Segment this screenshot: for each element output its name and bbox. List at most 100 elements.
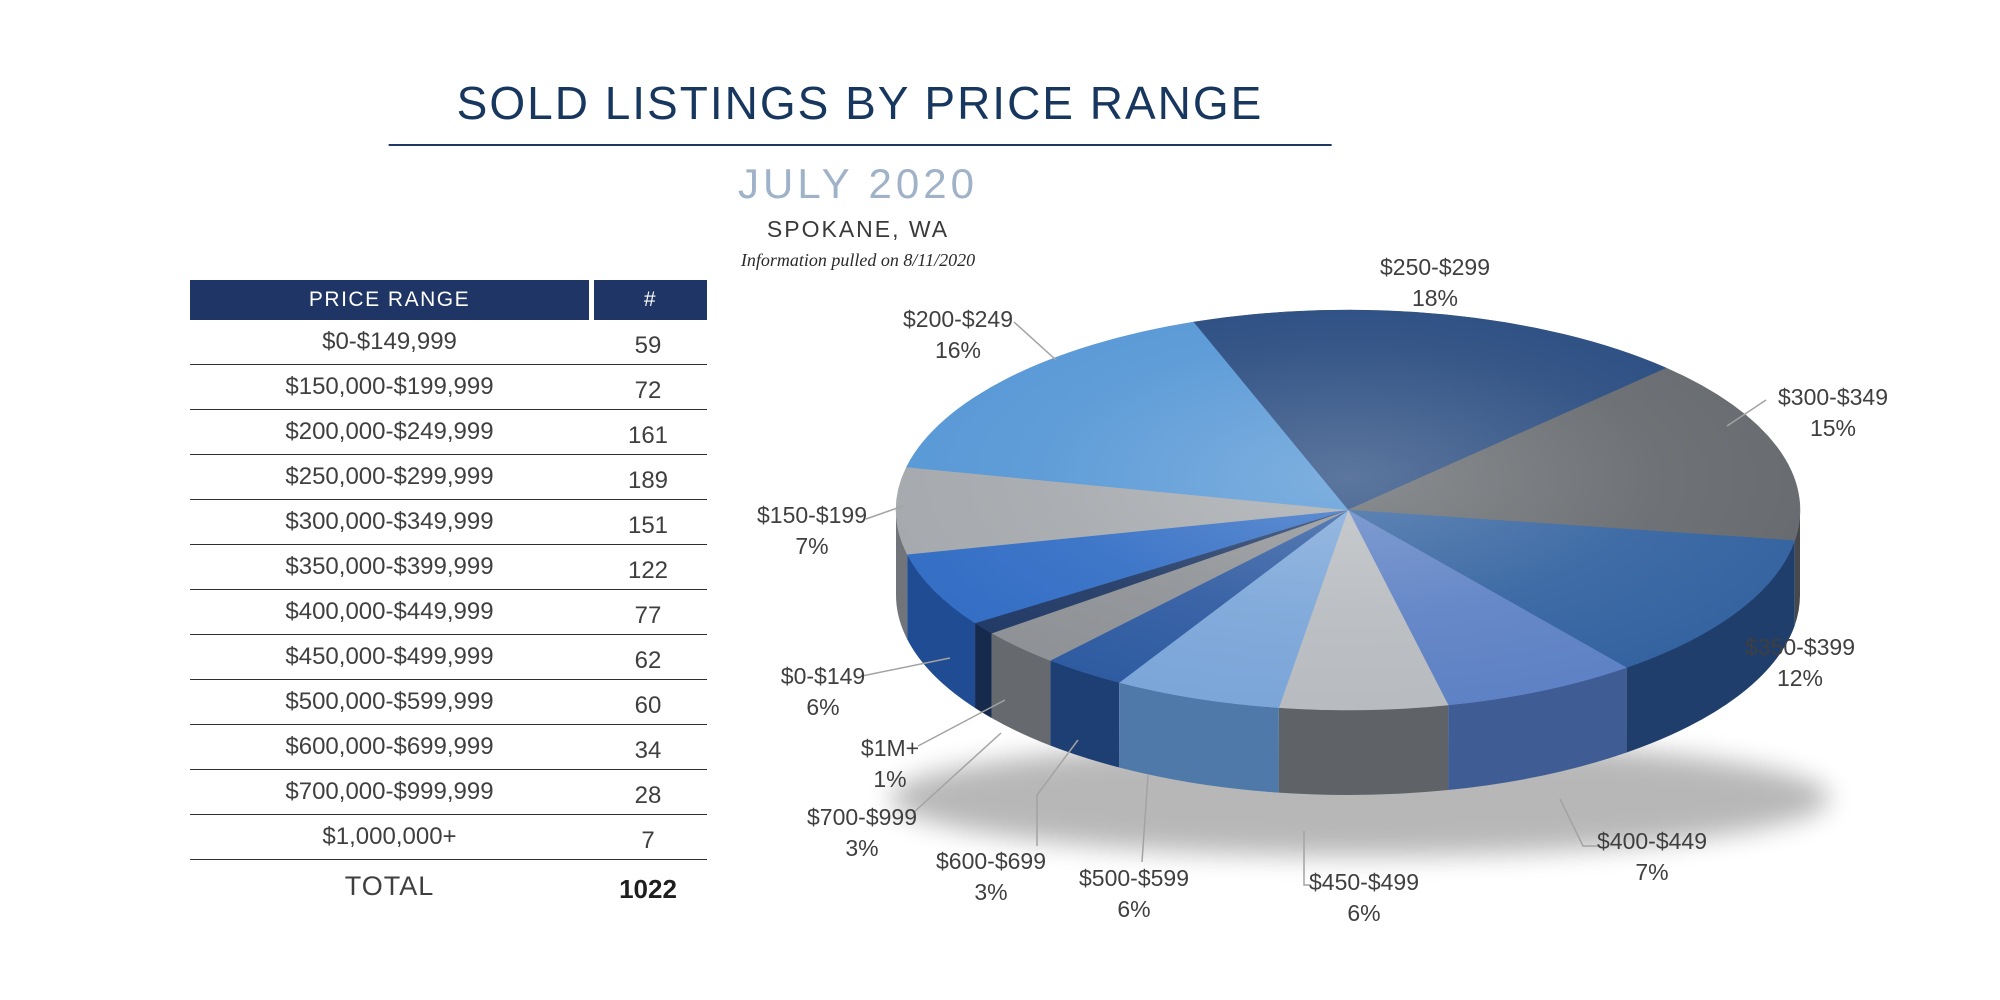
pie-leader-line-6	[1036, 739, 1079, 846]
price-range-cell: $150,000-$199,999	[285, 373, 494, 400]
table-row: $1,000,000+ 7	[190, 815, 707, 860]
pie-label-11: $200-$249 16%	[903, 304, 1013, 366]
pie-label-percent: 7%	[1635, 859, 1669, 885]
pie-label-3: $400-$449 7%	[1597, 826, 1707, 888]
pie-leader-line-8	[917, 699, 1006, 747]
pie-label-range: $300-$349	[1778, 384, 1888, 410]
table-body: $0-$149,999 59 $150,000-$199,999 72 $200,000…	[190, 320, 707, 860]
pie-label-percent: 6%	[1117, 896, 1151, 922]
pie-leader-line-1	[1726, 399, 1767, 427]
price-range-cell: $400,000-$449,999	[285, 598, 494, 625]
count-cell: 60	[634, 692, 662, 719]
data-pull-note: Information pulled on 8/11/2020	[740, 250, 976, 270]
count-cell: 28	[634, 782, 662, 809]
total-value: 1022	[619, 873, 677, 904]
pie-leader-line-7	[912, 732, 1002, 814]
count-cell: 77	[634, 602, 662, 629]
pie-slice-side-4	[1278, 705, 1449, 796]
pie-leader-line-9	[861, 657, 951, 677]
count-cell: 151	[627, 512, 669, 539]
pie-label-range: $400-$449	[1597, 828, 1707, 854]
price-range-cell: $0-$149,999	[322, 328, 457, 355]
table-row: $250,000-$299,999 189	[190, 455, 707, 500]
table-header-price-range: PRICE RANGE	[190, 280, 589, 320]
count-cell: 189	[627, 467, 669, 494]
price-range-cell: $500,000-$599,999	[285, 688, 494, 715]
pie-label-percent: 3%	[845, 835, 879, 861]
pie-slice-side-8	[975, 622, 992, 719]
pie-label-range: $250-$299	[1380, 254, 1490, 280]
count-cell: 59	[634, 332, 662, 359]
pie-label-percent: 12%	[1776, 665, 1824, 691]
price-range-cell: $200,000-$249,999	[285, 418, 494, 445]
count-cell: 7	[641, 827, 655, 854]
pie-label-percent: 6%	[1347, 900, 1381, 926]
price-range-cell: $250,000-$299,999	[285, 463, 494, 490]
price-range-table: PRICE RANGE # $0-$149,999 59 $150,000-$199…	[190, 280, 707, 912]
pie-label-percent: 6%	[806, 694, 840, 720]
count-cell: 34	[634, 737, 662, 764]
pie-label-4: $450-$499 6%	[1309, 867, 1419, 929]
price-range-cell: $600,000-$699,999	[285, 733, 494, 760]
pie-shadow	[890, 740, 1830, 856]
total-label: TOTAL	[344, 870, 435, 901]
pie-label-9: $0-$149 6%	[781, 661, 865, 723]
pie-label-0: $250-$299 18%	[1380, 252, 1490, 314]
table-row: $700,000-$999,999 28	[190, 770, 707, 815]
table-header-divider	[589, 280, 594, 320]
table-row: $500,000-$599,999 60	[190, 680, 707, 725]
pie-label-range: $0-$149	[780, 663, 866, 689]
pie-label-range: $500-$599	[1079, 865, 1189, 891]
table-row: $200,000-$249,999 161	[190, 410, 707, 455]
pie-leader-line-5	[1141, 774, 1149, 863]
count-cell: 161	[627, 422, 669, 449]
price-range-cell: $350,000-$399,999	[285, 553, 494, 580]
table-header-count: #	[594, 280, 707, 320]
pie-label-5: $500-$599 6%	[1079, 863, 1189, 925]
pie-label-range: $1M+	[860, 735, 920, 761]
table-row: $150,000-$199,999 72	[190, 365, 707, 410]
table-total-row: TOTAL 1022	[190, 860, 707, 912]
pie-slice-side-5	[1119, 682, 1279, 793]
pie-label-percent: 3%	[974, 879, 1008, 905]
count-cell: 72	[634, 377, 662, 404]
count-cell: 62	[634, 647, 662, 674]
table-row: $350,000-$399,999 122	[190, 545, 707, 590]
pie-label-percent: 1%	[873, 766, 907, 792]
pie-label-range: $350-$399	[1745, 634, 1855, 660]
report-location: SPOKANE, WA	[766, 216, 950, 242]
pie-label-percent: 16%	[934, 337, 982, 363]
pie-label-1: $300-$349 15%	[1778, 382, 1888, 444]
pie-label-2: $350-$399 12%	[1745, 632, 1855, 694]
table-row: $400,000-$449,999 77	[190, 590, 707, 635]
table-row: $300,000-$349,999 151	[190, 500, 707, 545]
price-range-cell: $700,000-$999,999	[285, 778, 494, 805]
pie-leader-line-3	[1559, 798, 1599, 847]
pie-label-range: $150-$199	[757, 502, 867, 528]
pie-leader-line-10	[865, 505, 904, 520]
pie-label-range: $450-$499	[1309, 869, 1419, 895]
count-cell: 122	[627, 557, 669, 584]
price-range-cell: $300,000-$349,999	[285, 508, 494, 535]
page-title: SOLD LISTINGS BY PRICE RANGE	[388, 76, 1332, 146]
pie-label-percent: 7%	[795, 533, 829, 559]
table-row: $600,000-$699,999 34	[190, 725, 707, 770]
pie-label-percent: 15%	[1809, 415, 1857, 441]
pie-leader-line-11	[1013, 321, 1057, 361]
pie-label-percent: 18%	[1411, 285, 1459, 311]
pie-label-6: $600-$699 3%	[936, 846, 1046, 908]
table-row: $450,000-$499,999 62	[190, 635, 707, 680]
table-row: $0-$149,999 59	[190, 320, 707, 365]
pie-label-range: $200-$249	[903, 306, 1013, 332]
pie-label-8: $1M+ 1%	[861, 733, 919, 795]
pie-label-range: $600-$699	[936, 848, 1046, 874]
report-month: JULY 2020	[738, 160, 978, 207]
price-range-cell: $1,000,000+	[322, 823, 457, 850]
pie-label-10: $150-$199 7%	[757, 500, 867, 562]
pie-leader-line-4	[1303, 831, 1311, 886]
pie-label-7: $700-$999 3%	[807, 802, 917, 864]
price-range-cell: $450,000-$499,999	[285, 643, 494, 670]
table-header-row: PRICE RANGE #	[190, 280, 707, 320]
pie-label-range: $700-$999	[807, 804, 917, 830]
